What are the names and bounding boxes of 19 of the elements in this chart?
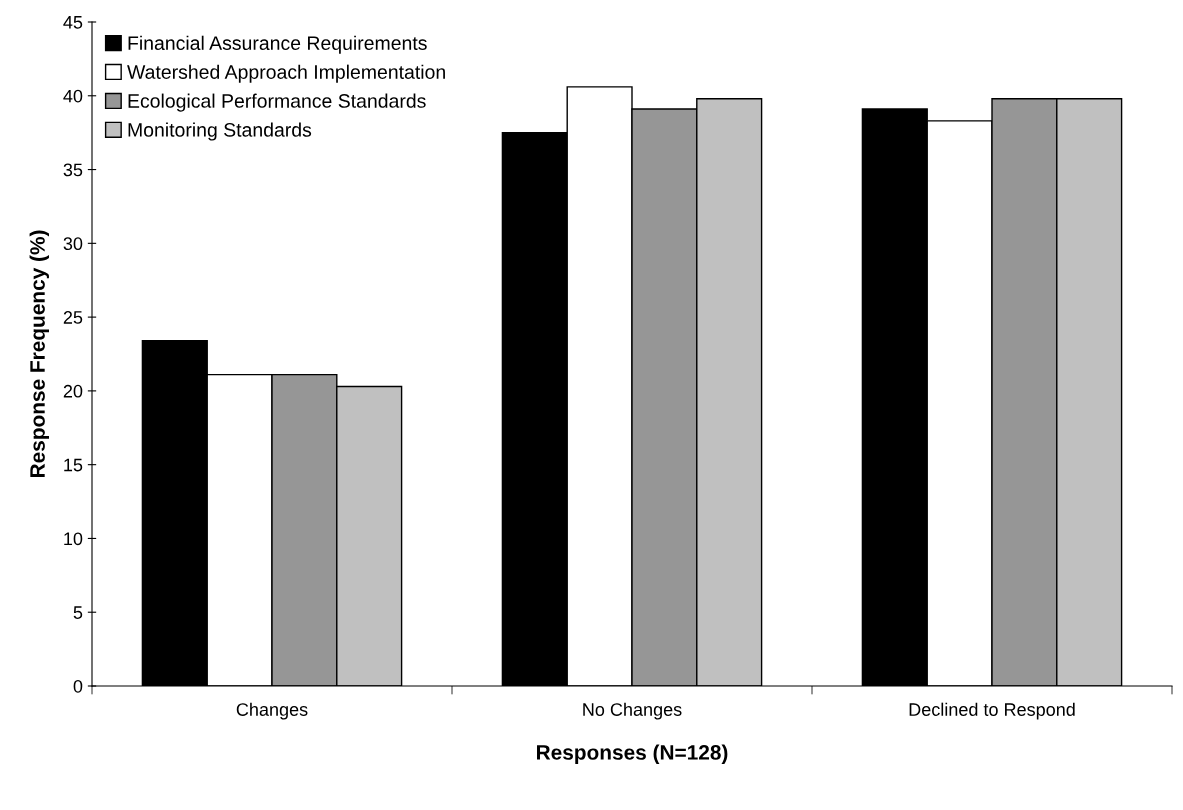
y-tick-label: 25 (63, 311, 83, 324)
y-tick-label: 40 (63, 89, 83, 103)
legend-label: Watershed Approach Implementation (127, 64, 445, 83)
y-tick-label: 15 (64, 458, 83, 472)
y-tick-label: 45 (63, 16, 83, 29)
y-tick-label: 30 (63, 237, 83, 251)
legend-label: Financial Assurance Requirements (128, 35, 427, 54)
legend-label: Ecological Performance Standards (128, 93, 426, 112)
x-axis-title: Responses (N=128) (537, 744, 728, 764)
y-tick-label: 10 (64, 532, 83, 546)
y-tick-label: 35 (63, 163, 83, 177)
y-tick-label: 20 (63, 384, 83, 398)
x-tick-label: Changes (236, 702, 308, 720)
legend-label: Monitoring Standards (128, 122, 312, 141)
y-tick-label: 5 (73, 606, 83, 619)
x-tick-label: No Changes (583, 702, 682, 720)
y-axis-title: Response Frequency (%) (29, 230, 49, 478)
x-tick-label: Declined to Respond (909, 702, 1075, 720)
y-tick-label: 0 (73, 679, 83, 693)
